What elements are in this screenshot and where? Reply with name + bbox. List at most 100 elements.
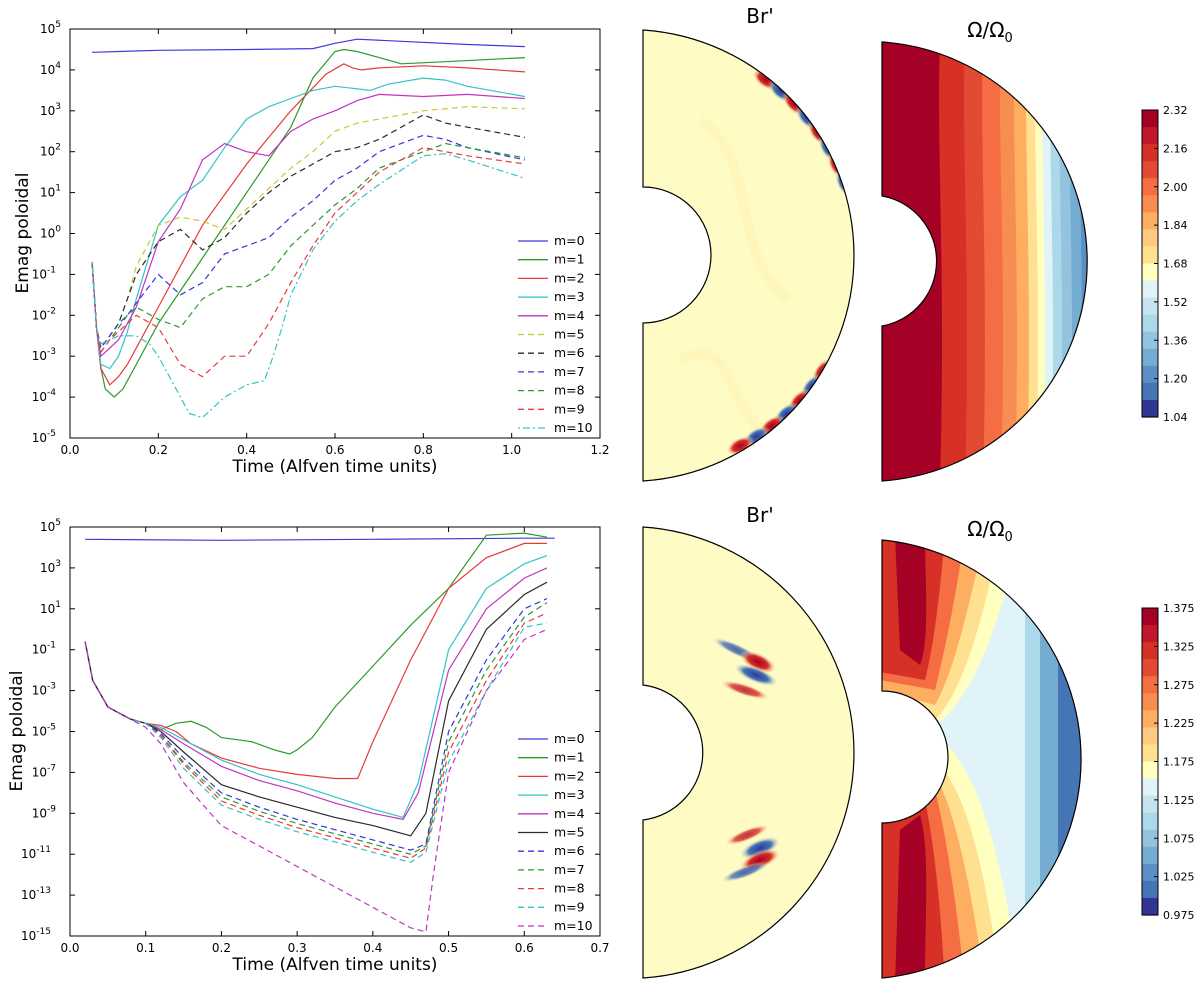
colorbar-segment xyxy=(1142,331,1158,350)
omega-contour-band xyxy=(964,42,985,481)
colorbar-tick-label: 1.36 xyxy=(1163,334,1188,347)
legend-label: m=2 xyxy=(554,768,585,783)
colorbar-segment xyxy=(1142,693,1158,711)
x-ticks: 0.0 0.1 0.2 0.3 0.4 0.5 0.6 0.7 xyxy=(60,527,610,955)
colorbar-tick-label: 1.075 xyxy=(1163,832,1195,845)
colorbar-tick-label: 1.04 xyxy=(1163,411,1188,424)
legend-label: m=0 xyxy=(554,731,585,746)
legend: m=0 m=1 m=2 m=3 m=4 m=5 m=6 m=7 m=8 m=9 m=10 xyxy=(518,731,593,933)
omega-title-sub: 0 xyxy=(1005,31,1013,46)
shell-outline xyxy=(642,526,855,979)
y-axis-label: Emag poloidal xyxy=(13,173,33,294)
series-line-m-6 xyxy=(91,114,526,350)
field-pattern-blobs xyxy=(711,636,781,883)
y-tick-label: 10-4 xyxy=(32,388,57,404)
omega-contour-band xyxy=(939,42,967,481)
y-tick-label: 10-2 xyxy=(32,306,56,322)
y-tick-label: 10-1 xyxy=(32,265,56,281)
x-tick-label: 0.7 xyxy=(590,941,609,955)
x-axis-label: Time (Alfven time units) xyxy=(232,955,438,975)
colorbar-segment xyxy=(1142,229,1158,248)
top-colorbar: 2.32 2.16 2.00 1.84 1.68 1.52 1.36 1.20 1.04 xyxy=(1141,104,1188,424)
legend-label: m=9 xyxy=(554,899,585,914)
omega-contour-band xyxy=(1099,40,1112,485)
top-omega-panel: Ω/Ω0 xyxy=(881,18,1112,485)
omega-contours xyxy=(882,40,1112,485)
y-tick-label: 10-3 xyxy=(32,347,56,363)
colorbar-segment xyxy=(1142,863,1158,882)
x-tick-label: 0.4 xyxy=(363,941,382,955)
panel-title: Br' xyxy=(746,4,773,28)
y-tick-label: 104 xyxy=(40,61,61,77)
x-tick-label: 0.6 xyxy=(515,941,534,955)
x-tick-label: 0.2 xyxy=(212,941,231,955)
colorbar-segment xyxy=(1142,382,1158,401)
x-tick-label: 0.0 xyxy=(60,941,79,955)
y-tick-label: 100 xyxy=(40,225,61,241)
series-line-m-2 xyxy=(91,63,525,386)
colorbar-tick-label: 1.125 xyxy=(1163,794,1195,807)
shell-outline xyxy=(881,539,1082,979)
panel-title: Ω/Ω0 xyxy=(967,18,1013,46)
legend-label: m=3 xyxy=(554,289,585,304)
x-tick-label: 0.5 xyxy=(439,941,458,955)
colorbar-tick-label: 1.025 xyxy=(1163,871,1195,884)
colorbar-segment xyxy=(1142,127,1158,145)
colorbar-segment xyxy=(1142,212,1158,230)
colorbar-segment xyxy=(1142,314,1158,333)
series-line-m-4 xyxy=(91,93,525,358)
y-axis-label: Emag poloidal xyxy=(7,671,27,792)
colorbar-segment xyxy=(1142,727,1158,746)
series-line-m-0 xyxy=(85,537,555,541)
x-axis-label: Time (Alfven time units) xyxy=(232,457,438,477)
y-tick-label: 10-11 xyxy=(21,845,51,861)
bottom-energy-plot: 0.0 0.1 0.2 0.3 0.4 0.5 0.6 0.7 10-1510-1310-11… xyxy=(7,518,610,975)
x-tick-label: 0.4 xyxy=(237,443,256,457)
colorbar-segment xyxy=(1142,348,1158,367)
panel-title: Ω/Ω0 xyxy=(967,517,1013,545)
shell-outline xyxy=(642,29,855,482)
y-tick-label: 101 xyxy=(40,184,61,200)
omega-title-sub: 0 xyxy=(1005,530,1013,545)
omega-contour-band xyxy=(1089,40,1102,485)
y-tick-label: 10-3 xyxy=(32,682,56,698)
omega-contours xyxy=(882,540,1082,978)
colorbar-segment xyxy=(1142,812,1158,831)
colorbar-segment xyxy=(1142,642,1158,660)
colorbar-tick-label: 1.325 xyxy=(1163,640,1195,653)
y-ticks: 10-5 10-4 10-3 10-2 10-1 100 101 102 103 104 105 xyxy=(32,20,600,445)
y-tick-label: 105 xyxy=(40,518,61,534)
y-tick-label: 10-7 xyxy=(32,763,56,779)
series-line-m-3 xyxy=(91,77,526,370)
colorbar-segment xyxy=(1142,761,1158,780)
x-tick-label: 0.0 xyxy=(60,443,79,457)
x-tick-label: 1.2 xyxy=(590,443,609,457)
plot-frame xyxy=(69,526,601,937)
colorbar-segment xyxy=(1142,399,1158,418)
colorbar-tick-label: 1.20 xyxy=(1163,373,1188,386)
legend-label: m=1 xyxy=(554,750,585,765)
colorbar-segment xyxy=(1142,659,1158,677)
legend-label: m=9 xyxy=(554,401,585,416)
series-line-m-7 xyxy=(91,134,526,350)
y-tick-label: 105 xyxy=(40,20,61,36)
legend-label: m=7 xyxy=(554,364,585,379)
colorbar-tick-label: 2.32 xyxy=(1163,104,1188,117)
colorbar-segment xyxy=(1142,178,1158,196)
legend-label: m=4 xyxy=(554,308,585,323)
y-ticks: 10-15 10-13 10-11 10-9 10-7 10-5 10-3 10-1 101 10… xyxy=(21,518,600,943)
series-line-m-10 xyxy=(84,628,548,933)
x-tick-label: 0.8 xyxy=(414,443,433,457)
colorbar-tick-label: 1.175 xyxy=(1163,756,1195,769)
colorbar-segment xyxy=(1142,263,1158,282)
top-br-field-panel: Br' xyxy=(642,4,855,482)
colorbar-tick-label: 1.375 xyxy=(1163,602,1195,615)
omega-title-text: Ω/Ω xyxy=(967,517,1004,541)
x-tick-label: 0.2 xyxy=(149,443,168,457)
colorbar-segment xyxy=(1142,778,1158,797)
y-tick-label: 10-5 xyxy=(32,429,56,445)
colorbar-segment xyxy=(1142,846,1158,865)
colorbar-segment xyxy=(1142,161,1158,179)
y-tick-label: 102 xyxy=(40,143,61,159)
colorbar-segment xyxy=(1142,365,1158,384)
